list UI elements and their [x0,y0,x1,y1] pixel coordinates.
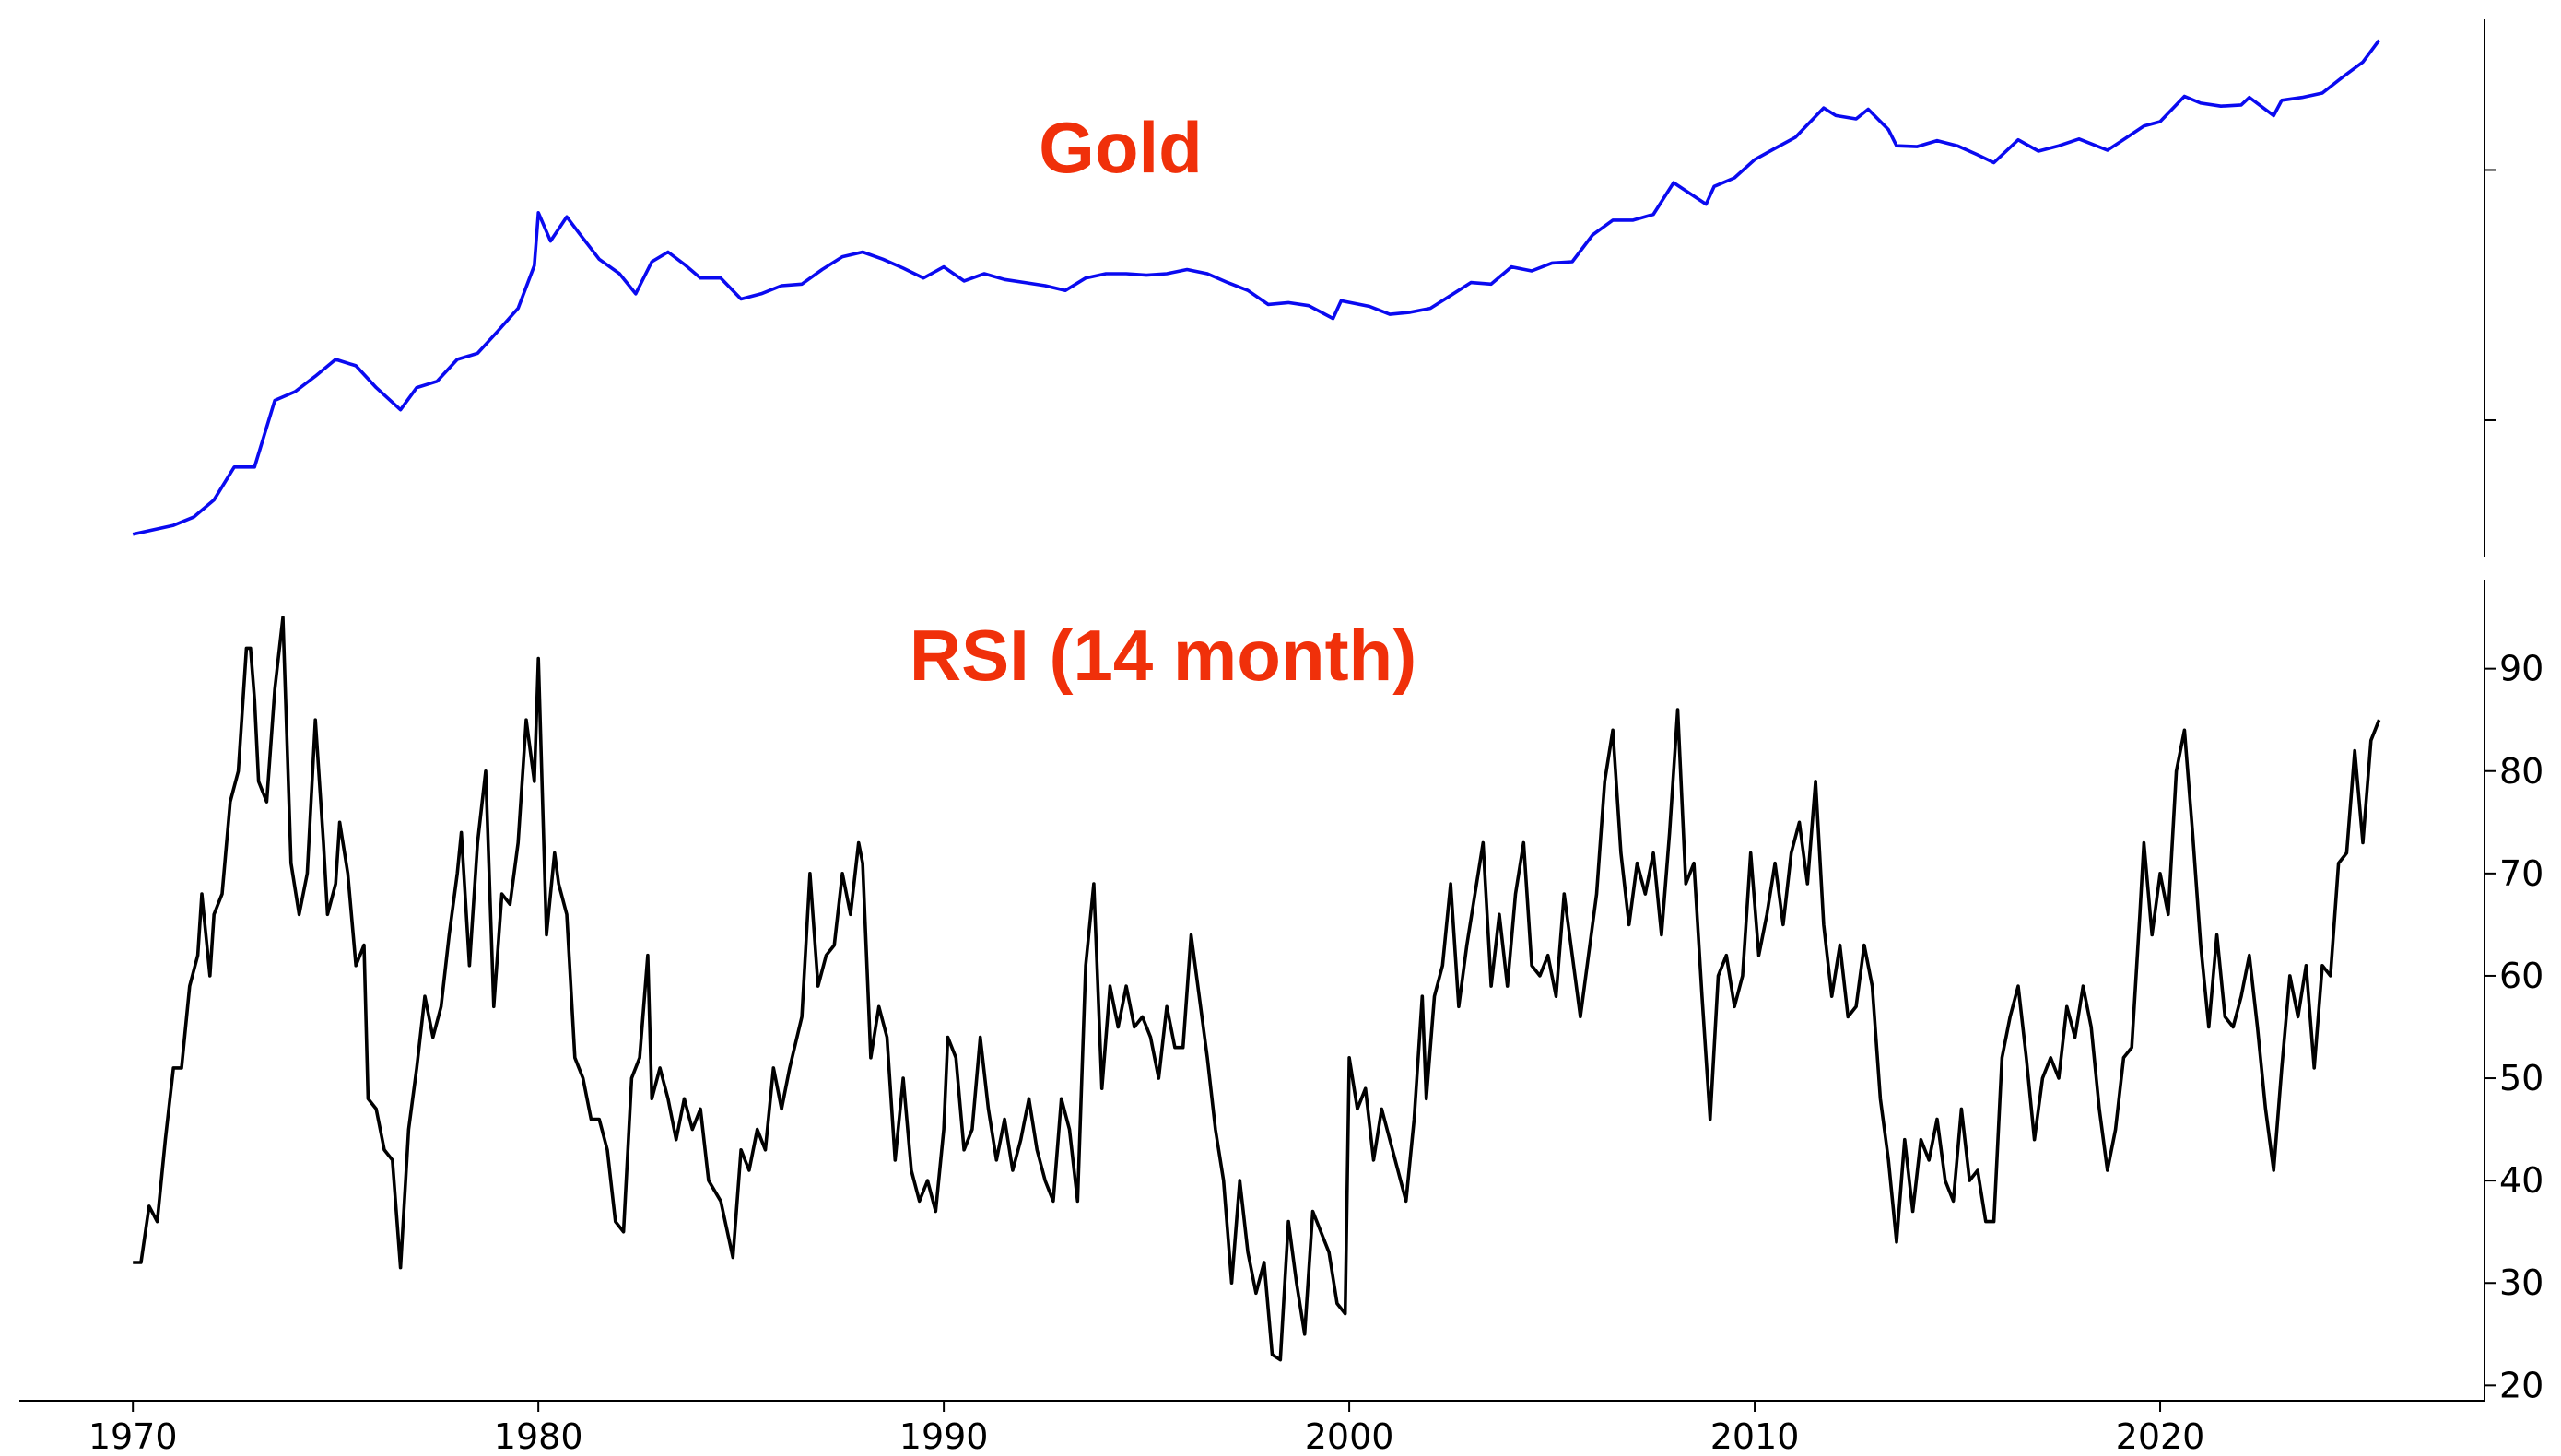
y-tick-label: 80 [2499,751,2543,792]
y-tick-label: 70 [2499,853,2543,894]
y-tick-label: 20 [2499,1365,2543,1405]
y-tick-label: 60 [2499,956,2543,996]
panel-title: Gold [1039,107,1203,188]
x-tick-label: 2000 [1305,1416,1394,1456]
panel-title: RSI (14 month) [910,615,1416,696]
data-line [133,616,2381,1362]
y-tick-label: 90 [2499,649,2543,689]
y-tick-label: 30 [2499,1262,2543,1303]
x-tick-label: 2020 [2116,1416,2205,1456]
x-tick-label: 1980 [494,1416,583,1456]
y-tick-label: 40 [2499,1160,2543,1201]
x-tick-label: 1970 [88,1416,178,1456]
data-line [132,39,2381,536]
x-tick-label: 1990 [899,1416,989,1456]
x-tick-label: 2010 [1710,1416,1800,1456]
y-tick-label: 50 [2499,1058,2543,1098]
